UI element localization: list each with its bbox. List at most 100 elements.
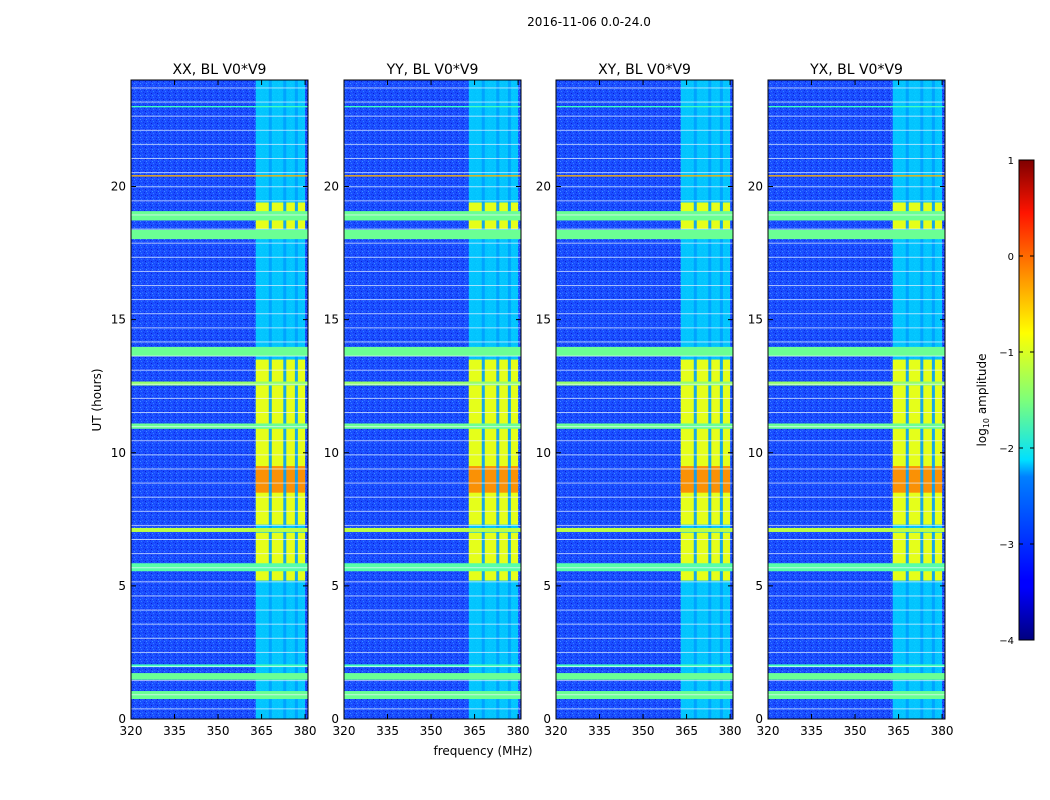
colorbar: log10 amplitude −4 −3 −2 −1 0 1 xyxy=(975,156,1035,647)
colorbar-tick-label: −1 xyxy=(999,348,1014,359)
gap-line xyxy=(344,327,521,329)
gap-line xyxy=(131,553,308,555)
x-tick-label: 350 xyxy=(632,724,655,738)
flag-stripe xyxy=(768,673,945,680)
y-tick-label: 0 xyxy=(755,712,763,726)
gap-line xyxy=(131,651,308,653)
gap-line xyxy=(131,680,308,682)
gap-line xyxy=(131,623,308,625)
gap-line xyxy=(768,341,945,343)
gap-line xyxy=(768,355,945,357)
gap-line xyxy=(131,524,308,526)
gap-line xyxy=(556,299,733,301)
gap-line xyxy=(556,412,733,414)
figure-suptitle: 2016-11-06 0.0-24.0 xyxy=(527,15,651,29)
gap-line xyxy=(344,242,521,244)
flag-stripe xyxy=(131,381,308,386)
gap-line xyxy=(768,383,945,385)
flag-stripe xyxy=(768,175,945,177)
rfi-gap xyxy=(268,80,272,719)
gap-line xyxy=(131,242,308,244)
gap-line xyxy=(556,242,733,244)
x-tick-label: 350 xyxy=(844,724,867,738)
gap-line xyxy=(556,256,733,258)
colorbar-tick-label: −3 xyxy=(999,540,1014,551)
gap-line xyxy=(768,482,945,484)
x-tick-label: 380 xyxy=(507,724,530,738)
gap-line xyxy=(556,708,733,710)
gap-line xyxy=(344,172,521,174)
y-tick-label: 5 xyxy=(331,579,339,593)
gap-line xyxy=(768,581,945,583)
gap-line xyxy=(131,510,308,512)
gap-line xyxy=(344,129,521,131)
rfi-gap xyxy=(920,80,924,719)
flag-stripe xyxy=(768,346,945,357)
gap-line xyxy=(768,242,945,244)
gap-line xyxy=(556,666,733,668)
gap-line xyxy=(768,101,945,103)
rfi-gap xyxy=(283,80,287,719)
gap-line xyxy=(131,454,308,456)
gap-line xyxy=(344,143,521,145)
panel-yy: YY, BL V0*V9 320 335 350 365 380 0 5 10 15 20 xyxy=(324,62,530,738)
gap-line xyxy=(344,285,521,287)
gap-line xyxy=(131,412,308,414)
y-tick-label: 15 xyxy=(748,313,763,327)
gap-line xyxy=(768,228,945,230)
gap-line xyxy=(131,581,308,583)
y-tick-label: 5 xyxy=(543,579,551,593)
gap-line xyxy=(131,637,308,639)
x-tick-label: 335 xyxy=(163,724,186,738)
gap-line xyxy=(131,708,308,710)
rfi-gap xyxy=(905,80,909,719)
gap-line xyxy=(344,256,521,258)
gap-line xyxy=(131,143,308,145)
flag-stripe xyxy=(556,527,733,532)
colorbar-ticks: −4 −3 −2 −1 0 1 xyxy=(999,156,1034,647)
rfi-gap xyxy=(481,80,485,719)
colorbar-label-rest: amplitude xyxy=(975,354,989,418)
gap-line xyxy=(768,200,945,202)
gap-line xyxy=(131,87,308,89)
gap-line xyxy=(131,397,308,399)
flag-stripe xyxy=(556,211,733,221)
flag-stripe xyxy=(344,105,521,108)
gap-line xyxy=(768,313,945,315)
x-tick-label: 365 xyxy=(887,724,910,738)
gap-line xyxy=(131,694,308,696)
flag-stripe xyxy=(768,211,945,221)
flag-stripe xyxy=(131,673,308,680)
gap-line xyxy=(131,256,308,258)
panel-xy: XY, BL V0*V9 320 335 350 365 380 0 5 10 15 20 xyxy=(536,62,742,738)
gap-line xyxy=(131,313,308,315)
gap-line xyxy=(768,694,945,696)
gap-line xyxy=(768,327,945,329)
x-tick-label: 320 xyxy=(333,724,356,738)
gap-line xyxy=(344,609,521,611)
flag-stripe xyxy=(768,527,945,532)
gap-line xyxy=(344,228,521,230)
gap-line xyxy=(131,285,308,287)
y-tick-label: 0 xyxy=(118,712,126,726)
gap-line xyxy=(131,186,308,188)
colorbar-gradient xyxy=(1018,159,1035,641)
y-tick-label: 20 xyxy=(536,180,551,194)
panel-frame xyxy=(555,79,734,720)
gap-line xyxy=(344,539,521,541)
gap-line xyxy=(768,496,945,498)
gap-line xyxy=(556,383,733,385)
colorbar-tick-label: 1 xyxy=(1008,156,1014,167)
rfi-gap xyxy=(294,80,298,719)
x-tick-label: 320 xyxy=(545,724,568,738)
gap-line xyxy=(768,270,945,272)
panel-title: YX, BL V0*V9 xyxy=(809,62,903,78)
gap-line xyxy=(131,200,308,202)
gap-line xyxy=(768,129,945,131)
y-tick-label: 15 xyxy=(536,313,551,327)
gap-line xyxy=(344,426,521,428)
gap-line xyxy=(768,440,945,442)
gap-line xyxy=(344,369,521,371)
gap-line xyxy=(131,440,308,442)
gap-line xyxy=(556,581,733,583)
